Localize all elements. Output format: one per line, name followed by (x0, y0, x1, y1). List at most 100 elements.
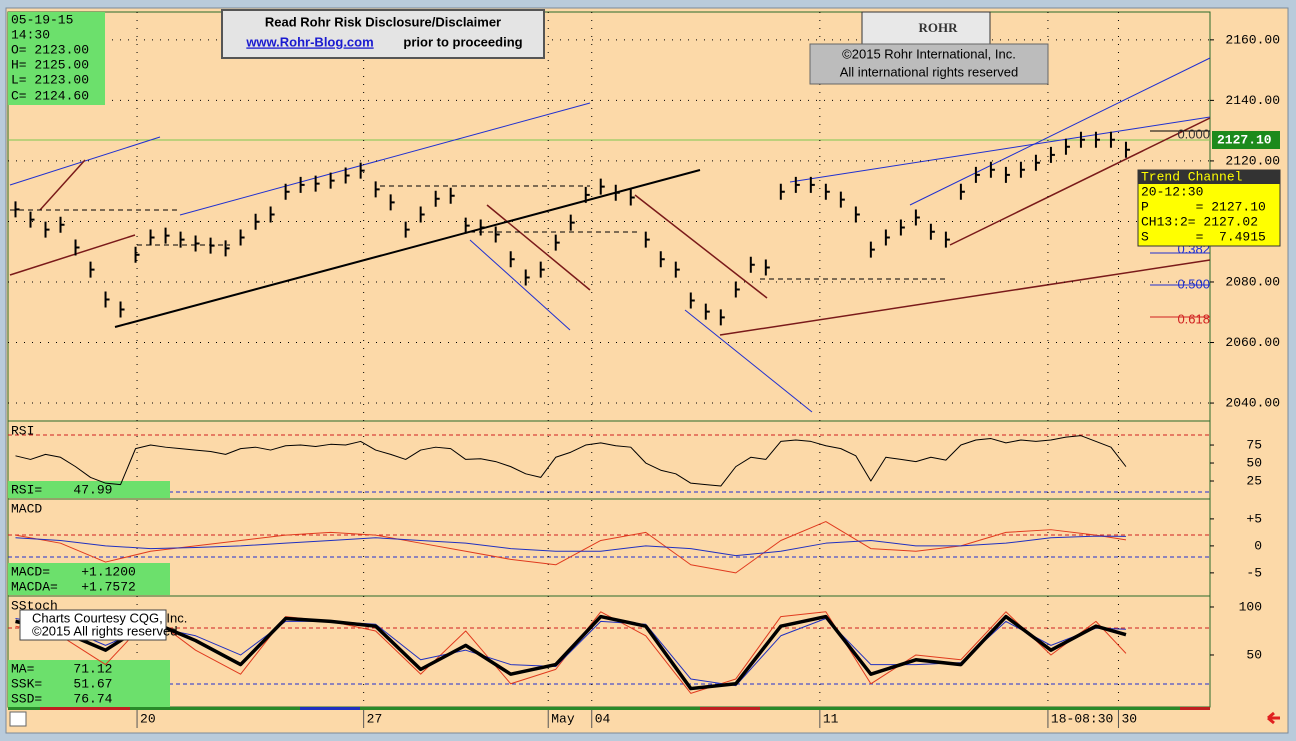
trend-line (719, 259, 1211, 336)
price-bar (239, 229, 245, 246)
price-bar (329, 172, 335, 189)
courtesy-text: Charts Courtesy CQG, Inc. (32, 610, 187, 625)
logo: ROHR (919, 20, 959, 35)
y-tick-label: 2040.00 (1225, 395, 1280, 410)
price-bar (134, 246, 140, 263)
support-lines (10, 185, 945, 280)
price-bar (854, 206, 860, 223)
x-tick-label: 18-08:30 (1051, 711, 1113, 726)
disclaimer-link[interactable]: www.Rohr-Blog.com (245, 34, 373, 49)
indicator-line (15, 535, 1126, 557)
price-bar (359, 162, 365, 179)
trend-channel-ch: CH13:2= 2127.02 (1141, 214, 1258, 229)
scroll-box[interactable] (9, 711, 27, 727)
price-bar (1064, 138, 1070, 155)
trend-line (634, 194, 768, 299)
session-strip (8, 707, 1210, 710)
readout: RSI= 47.99 (11, 482, 112, 497)
y-tick-label: 100 (1239, 599, 1262, 614)
price-bar (1094, 131, 1100, 148)
price-bar (89, 261, 95, 278)
price-bar (599, 178, 605, 195)
x-tick-label: 30 (1121, 711, 1137, 726)
y-tick-label: 2140.00 (1225, 93, 1280, 108)
price-bar (404, 221, 410, 238)
copyright-text: All international rights reserved (840, 64, 1018, 79)
trend-channel-title: Trend Channel (1141, 169, 1243, 184)
price-bar (539, 261, 545, 278)
y-tick-label: 75 (1246, 437, 1262, 452)
price-bar (584, 186, 590, 203)
readout: MACDA= +1.7572 (11, 579, 136, 594)
y-tick-label: 2060.00 (1225, 335, 1280, 350)
y-tick-label: 0 (1254, 538, 1262, 553)
quote-box (8, 12, 105, 105)
trend-channel-s: S = 7.4915 (1141, 229, 1266, 244)
last-price-box (1212, 131, 1280, 149)
trend-line (684, 309, 813, 413)
price-bar (554, 234, 560, 251)
price-bar (434, 190, 440, 207)
price-bar (704, 303, 710, 320)
price-bar (1079, 131, 1085, 148)
price-bar (374, 181, 380, 198)
price-bar (14, 201, 20, 218)
trend-line (789, 116, 1211, 183)
price-bar (254, 213, 260, 230)
price-bar (614, 184, 620, 201)
session-strip (700, 707, 760, 710)
price-bar (299, 176, 305, 193)
price-bar (824, 183, 830, 200)
price-bar (689, 292, 695, 309)
readout-box (8, 563, 170, 595)
indicator-line (15, 521, 1127, 574)
readout-box (8, 481, 170, 498)
session-strip (300, 707, 360, 710)
x-tick-label: 04 (595, 711, 611, 726)
price-bar (674, 261, 680, 278)
readout: SSD= 76.74 (11, 691, 113, 706)
price-bar (914, 209, 920, 226)
price-bar (1034, 154, 1040, 171)
indicator-line (15, 435, 1127, 487)
price-bar (1109, 131, 1115, 148)
quote-close: C= 2124.60 (11, 88, 89, 103)
y-tick-label: -5 (1246, 565, 1262, 580)
price-bar (44, 221, 50, 238)
y-tick-label: 25 (1246, 473, 1262, 488)
price-bar (659, 251, 665, 268)
price-bar (494, 226, 500, 243)
x-tick-label: May (551, 711, 575, 726)
price-bar (629, 189, 635, 206)
price-bar (884, 229, 890, 246)
x-tick-label: 20 (140, 711, 156, 726)
price-bar (74, 239, 80, 256)
price-bar (209, 237, 215, 254)
panel-title: RSI (11, 423, 34, 438)
trend-line (486, 204, 591, 291)
copyright-text: ©2015 Rohr International, Inc. (842, 46, 1016, 61)
disclaimer-box (221, 9, 545, 59)
scroll-arrow[interactable] (1267, 711, 1280, 725)
price-bar (509, 251, 515, 268)
price-bar (524, 269, 530, 286)
price-bar (179, 231, 185, 248)
trend-channel-time: 20-12:30 (1141, 184, 1203, 199)
fib-label: 0.000 (1177, 126, 1210, 141)
price-bar (284, 183, 290, 200)
courtesy-box (19, 609, 167, 641)
price-bar (1124, 141, 1130, 158)
price-bar (194, 235, 200, 252)
price-bar (959, 183, 965, 200)
trend-channel-p: P = 2127.10 (1141, 199, 1266, 214)
chart-background (5, 7, 1289, 734)
price-bar (719, 309, 725, 326)
price-bar (149, 229, 155, 246)
y-tick-label: 2080.00 (1225, 274, 1280, 289)
readout: MA= 71.12 (11, 661, 112, 676)
session-strip (1180, 707, 1210, 710)
price-bar (1004, 166, 1010, 183)
y-tick-label: 2160.00 (1225, 32, 1280, 47)
